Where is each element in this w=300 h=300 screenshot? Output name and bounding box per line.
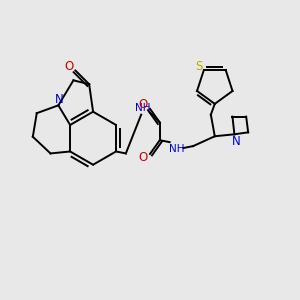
Text: S: S [195,60,203,73]
Text: O: O [139,98,148,111]
Text: O: O [139,152,148,164]
Text: NH: NH [135,103,151,113]
Text: N: N [55,93,64,106]
Text: O: O [64,60,73,73]
Text: N: N [232,135,241,148]
Text: NH: NH [169,144,184,154]
